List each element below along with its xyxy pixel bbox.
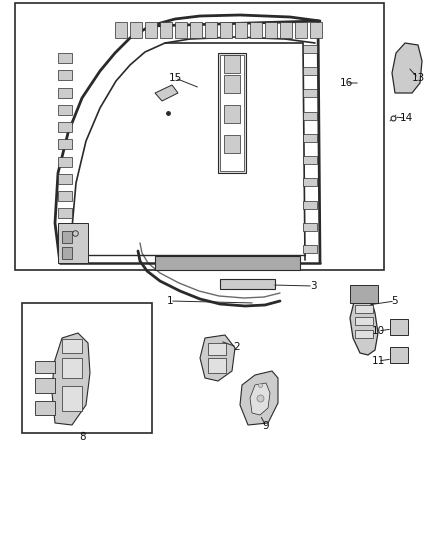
Bar: [160, 22, 172, 38]
Bar: [58, 226, 72, 236]
Text: 11: 11: [371, 356, 385, 366]
Bar: [220, 55, 244, 171]
Bar: [220, 279, 275, 289]
Bar: [303, 223, 317, 231]
Bar: [208, 358, 226, 373]
Bar: [62, 247, 72, 259]
Bar: [62, 358, 82, 378]
Bar: [58, 139, 72, 149]
Bar: [355, 330, 373, 338]
Bar: [280, 22, 292, 38]
Bar: [58, 223, 88, 263]
Bar: [224, 75, 240, 93]
Bar: [62, 339, 82, 353]
Bar: [155, 256, 300, 270]
Bar: [35, 361, 55, 373]
Bar: [355, 305, 373, 313]
Bar: [35, 401, 55, 415]
Bar: [62, 386, 82, 411]
Bar: [355, 317, 373, 325]
Bar: [303, 245, 317, 253]
Bar: [390, 347, 408, 363]
Text: 5: 5: [392, 296, 398, 306]
Polygon shape: [240, 371, 278, 425]
Bar: [310, 22, 322, 38]
Bar: [58, 122, 72, 132]
Bar: [265, 22, 277, 38]
Text: 1: 1: [167, 296, 173, 306]
Bar: [175, 22, 187, 38]
Bar: [58, 208, 72, 219]
Bar: [62, 231, 72, 243]
Bar: [58, 105, 72, 115]
Polygon shape: [52, 333, 90, 425]
Bar: [303, 112, 317, 120]
Bar: [208, 343, 226, 355]
Text: 3: 3: [310, 281, 316, 291]
Bar: [58, 87, 72, 98]
Bar: [58, 157, 72, 167]
Bar: [295, 22, 307, 38]
Text: 15: 15: [168, 73, 182, 83]
Bar: [303, 200, 317, 208]
Text: 13: 13: [411, 73, 424, 83]
Bar: [115, 22, 127, 38]
Text: 14: 14: [399, 113, 413, 123]
Text: 9: 9: [263, 421, 269, 431]
Bar: [145, 22, 157, 38]
Bar: [220, 22, 232, 38]
Bar: [224, 55, 240, 73]
Polygon shape: [155, 85, 178, 101]
Bar: [58, 243, 72, 253]
Text: 8: 8: [80, 432, 86, 442]
Bar: [58, 174, 72, 184]
Bar: [15, 3, 384, 270]
Bar: [218, 53, 246, 173]
Bar: [35, 378, 55, 393]
Polygon shape: [250, 383, 270, 415]
Polygon shape: [200, 335, 235, 381]
Polygon shape: [392, 43, 422, 93]
Bar: [303, 156, 317, 164]
Bar: [303, 179, 317, 187]
Bar: [58, 191, 72, 201]
Text: 10: 10: [371, 326, 385, 336]
Bar: [303, 67, 317, 75]
Text: 2: 2: [234, 342, 240, 352]
Bar: [390, 319, 408, 335]
Bar: [250, 22, 262, 38]
Text: 16: 16: [339, 78, 353, 88]
Bar: [58, 70, 72, 80]
Bar: [224, 105, 240, 123]
Bar: [303, 45, 317, 53]
Bar: [205, 22, 217, 38]
Bar: [235, 22, 247, 38]
Bar: [190, 22, 202, 38]
Bar: [58, 53, 72, 63]
Bar: [224, 135, 240, 153]
Bar: [303, 134, 317, 142]
Polygon shape: [350, 293, 378, 355]
Bar: [22, 303, 152, 433]
Bar: [130, 22, 142, 38]
Bar: [350, 285, 378, 303]
Bar: [303, 90, 317, 98]
